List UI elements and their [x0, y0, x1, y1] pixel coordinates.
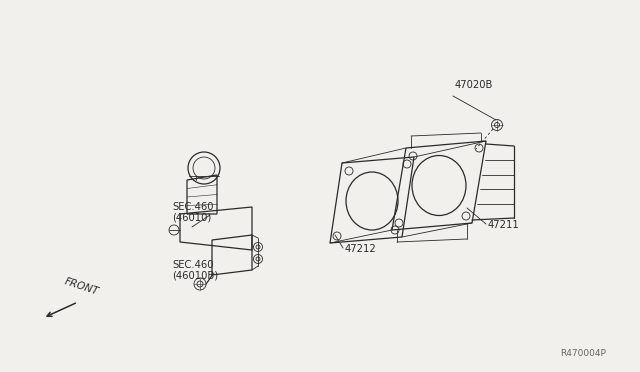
Text: FRONT: FRONT: [63, 276, 100, 297]
Text: 47211: 47211: [488, 220, 520, 230]
Text: SEC.460: SEC.460: [172, 202, 214, 212]
Text: 47020B: 47020B: [455, 80, 493, 90]
Text: R470004P: R470004P: [560, 349, 606, 358]
Text: (46010): (46010): [172, 212, 211, 222]
Text: (46010B): (46010B): [172, 270, 218, 280]
Text: SEC.460: SEC.460: [172, 260, 214, 270]
Text: 47212: 47212: [345, 244, 377, 254]
